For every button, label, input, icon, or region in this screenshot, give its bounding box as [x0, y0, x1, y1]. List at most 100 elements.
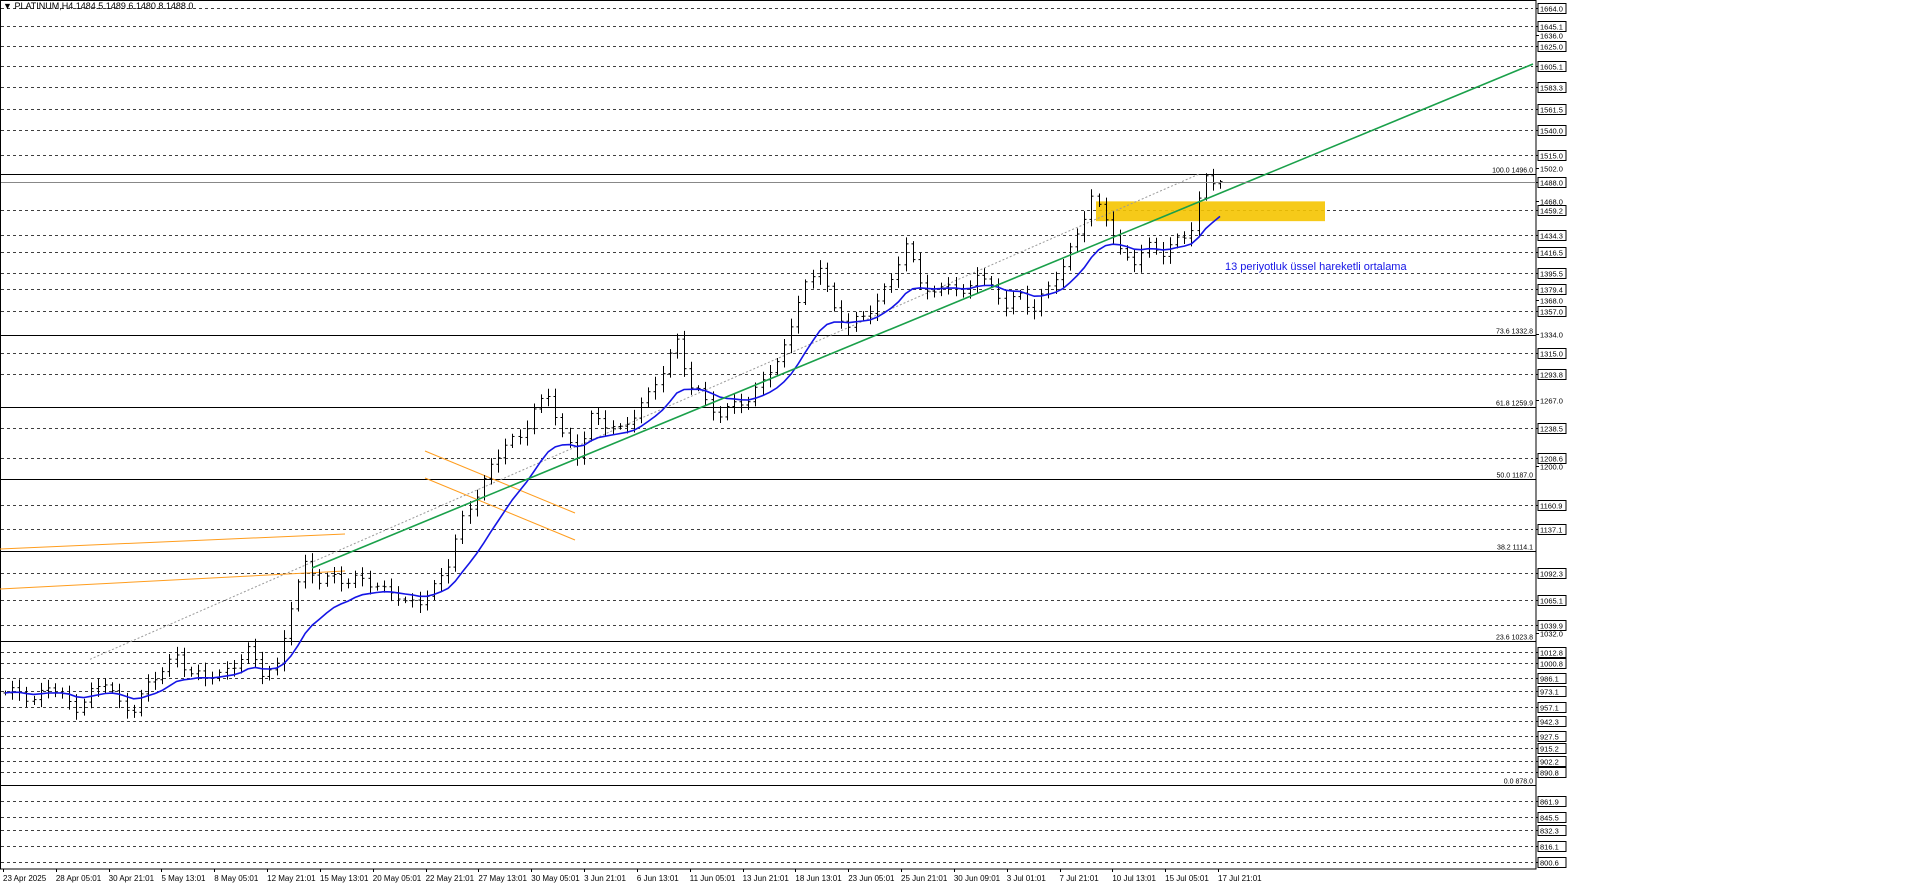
trendline — [311, 63, 1534, 569]
ohlc-bar — [739, 393, 744, 414]
price-tick-label: 1000.8 — [1540, 660, 1563, 669]
ohlc-bar — [582, 431, 587, 465]
ohlc-bar — [675, 333, 680, 359]
price-tick-label: 1357.0 — [1540, 308, 1563, 317]
ohlc-bar — [353, 570, 358, 589]
time-tick-label: 23 Jun 05:01 — [848, 874, 895, 883]
price-tick-label: 816.1 — [1540, 843, 1559, 852]
ohlc-bar — [1025, 285, 1030, 315]
price-tick-label: 1459.2 — [1540, 207, 1563, 216]
ohlc-bar — [725, 403, 730, 421]
ohlc-bar — [818, 260, 823, 285]
time-tick-label: 20 May 05:01 — [373, 874, 422, 883]
price-label-box — [1537, 500, 1567, 511]
fib-level-label: 100.0 1496.0 — [1492, 168, 1533, 175]
ohlc-bar — [1182, 231, 1187, 244]
price-tick-label: 1434.3 — [1540, 232, 1563, 241]
ohlc-bar — [1068, 242, 1073, 271]
ohlc-bar — [475, 489, 480, 517]
price-label-box — [1537, 284, 1567, 295]
ohlc-bar — [182, 647, 187, 678]
ohlc-bar — [846, 313, 851, 336]
ohlc-bar — [1097, 193, 1102, 207]
ohlc-bar — [503, 438, 508, 465]
ohlc-bar — [1011, 290, 1016, 315]
ohlc-bar — [418, 591, 423, 614]
time-tick-label: 30 Apr 21:01 — [109, 874, 155, 883]
ohlc-bar — [432, 579, 437, 601]
price-tick-label: 1625.0 — [1540, 43, 1563, 52]
ohlc-bar — [203, 662, 208, 687]
price-label-box — [1537, 453, 1567, 464]
ohlc-bar — [646, 387, 651, 408]
price-tick-label: 986.1 — [1540, 675, 1559, 684]
price-tick-label: 890.8 — [1540, 769, 1559, 778]
ohlc-bar — [217, 669, 222, 682]
ascending-trendline — [311, 63, 1534, 569]
ohlc-bar — [653, 376, 658, 400]
price-tick-label: 1315.0 — [1540, 350, 1563, 359]
price-label-box — [1537, 423, 1567, 434]
ohlc-bar — [1161, 242, 1166, 265]
ohlc-bar — [753, 382, 758, 407]
time-tick-label: 6 Jun 13:01 — [637, 874, 679, 883]
ohlc-bar — [1211, 168, 1216, 191]
channel-upper-2 — [424, 450, 576, 514]
price-tick-label: 1208.6 — [1540, 455, 1563, 464]
price-label-box — [1537, 756, 1567, 767]
price-tick-label: 1540.0 — [1540, 127, 1563, 136]
ohlc-bar — [1197, 191, 1202, 238]
ohlc-bar — [10, 680, 15, 700]
price-label-box — [1537, 825, 1567, 836]
price-tick-label: 1368.0 — [1540, 297, 1563, 306]
channel-lower-2 — [424, 477, 576, 541]
time-tick-label: 12 May 21:01 — [267, 874, 316, 883]
price-tick-label: 1502.0 — [1540, 165, 1563, 174]
price-tick-label: 1379.4 — [1540, 286, 1563, 295]
price-label-box — [1537, 348, 1567, 359]
ohlc-bar — [975, 267, 980, 294]
ohlc-bar — [632, 409, 637, 433]
fib-retracement-diagonal — [89, 173, 1201, 660]
ohlc-bar — [339, 566, 344, 592]
ohlc-bar — [332, 567, 337, 584]
ohlc-bar — [96, 678, 101, 697]
ohlc-bar — [39, 682, 44, 708]
price-label-box — [1537, 812, 1567, 823]
ema-line — [4, 215, 1221, 700]
ohlc-bar — [711, 391, 716, 421]
ohlc-bar — [932, 285, 937, 298]
time-tick-label: 5 May 13:01 — [161, 874, 206, 883]
ohlc-bar — [282, 630, 287, 672]
ohlc-bar — [925, 274, 930, 300]
ohlc-bar — [82, 698, 87, 716]
ohlc-bar — [1061, 258, 1066, 288]
ohlc-bar — [103, 678, 108, 694]
price-tick-label: 942.3 — [1540, 718, 1559, 727]
price-tick-label: 1583.3 — [1540, 84, 1563, 93]
ohlc-bar — [703, 381, 708, 407]
price-label-box — [1537, 3, 1567, 14]
price-tick-label: 1238.5 — [1540, 425, 1563, 434]
price-tick-label: 927.5 — [1540, 733, 1559, 742]
time-tick-label: 28 Apr 05:01 — [56, 874, 102, 883]
ohlc-bar — [718, 406, 723, 423]
symbol-ohlc-text: PLATINUM,H4 1484.5 1489.6 1480.8 1488.0 — [14, 1, 194, 11]
time-tick-label: 27 May 13:01 — [478, 874, 527, 883]
time-tick-label: 10 Jul 13:01 — [1112, 874, 1156, 883]
ohlc-bar — [789, 318, 794, 354]
ohlc-bar — [518, 429, 523, 445]
price-label-box — [1537, 743, 1567, 754]
ohlc-bar — [1075, 228, 1080, 253]
ohlc-bar — [603, 410, 608, 437]
ohlc-bar — [67, 685, 72, 710]
ohlc-bar — [696, 385, 701, 392]
ohlc-bar — [396, 586, 401, 606]
dropdown-triangle-icon[interactable]: ▼ — [3, 1, 12, 11]
ohlc-bar — [1147, 237, 1152, 258]
ohlc-bar — [346, 578, 351, 589]
ohlc-bar — [782, 338, 787, 368]
ohlc-bar — [139, 689, 144, 717]
price-tick-label: 1200.0 — [1540, 463, 1563, 472]
